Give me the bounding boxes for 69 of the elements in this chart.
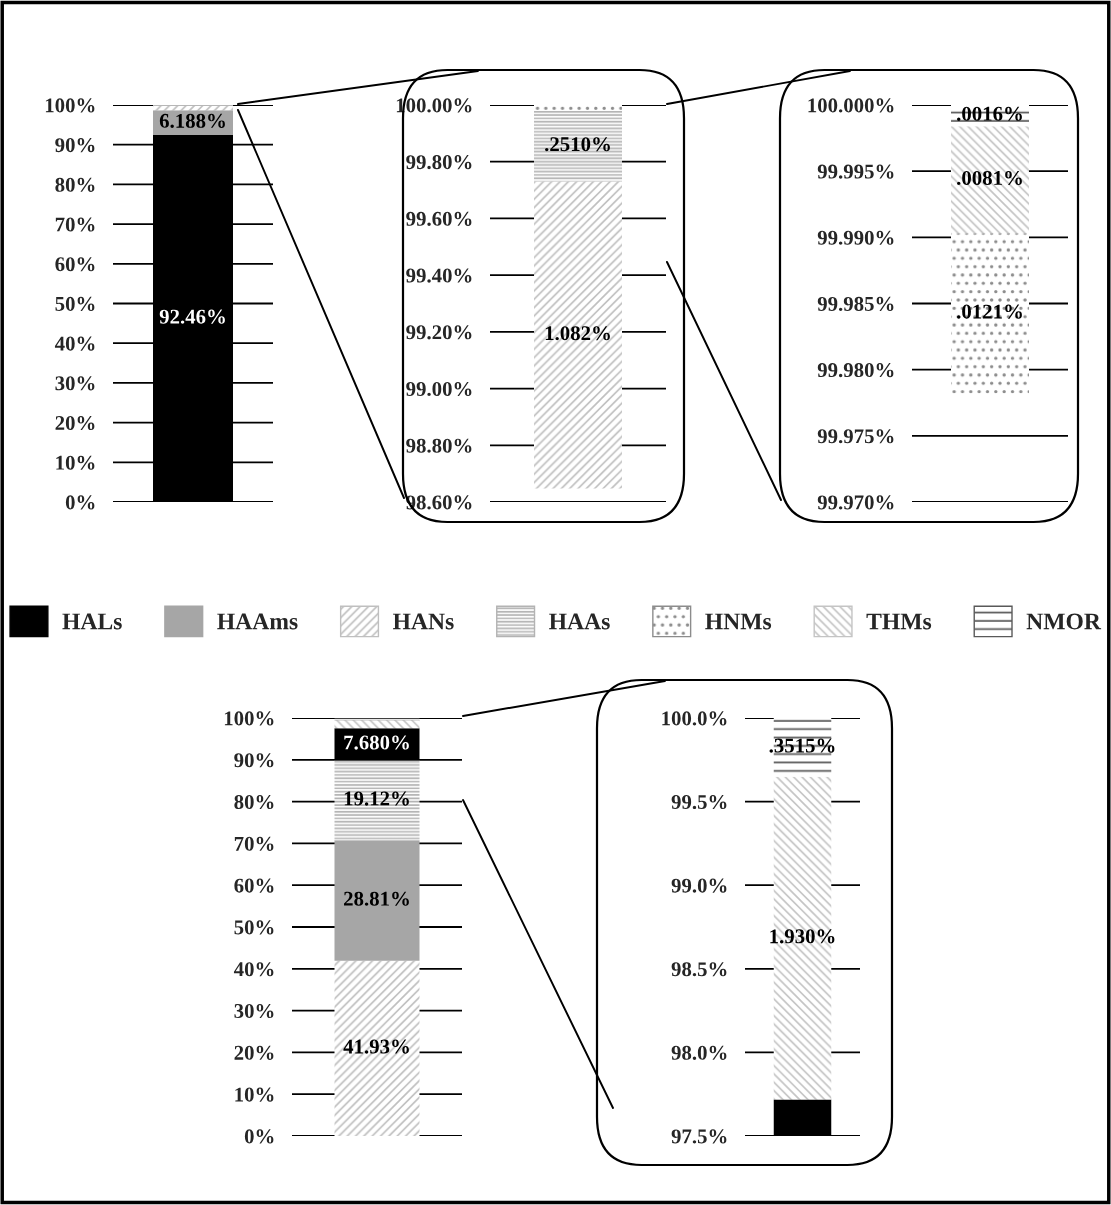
y-tick-label: 20%	[234, 1045, 274, 1060]
y-tick-label: 100%	[224, 711, 274, 726]
y-tick-label: 99.995%	[817, 164, 894, 179]
y-tick-label: 99.970%	[817, 495, 894, 510]
y-tick-label: 100.0%	[662, 711, 727, 726]
y-tick-label: 98.80%	[406, 438, 472, 453]
legend-label: THMs	[866, 613, 932, 630]
y-tick-label: 0%	[65, 495, 95, 510]
data-label: .2510%	[545, 137, 610, 152]
y-tick-label: 30%	[234, 1003, 274, 1019]
data-label: .0121%	[957, 304, 1022, 319]
y-tick-label: 99.00%	[406, 381, 472, 397]
y-tick-label: 10%	[235, 1087, 274, 1102]
data-label: 7.680%	[344, 735, 409, 750]
y-tick-label: 10%	[56, 455, 95, 470]
data-label: 1.930%	[770, 929, 835, 944]
y-tick-label: 98.5%	[671, 962, 727, 977]
data-label: .0081%	[957, 170, 1022, 186]
y-tick-label: 90%	[55, 138, 95, 153]
y-tick-label: 100.000%	[808, 98, 894, 113]
bar	[334, 960, 420, 1136]
y-tick-label: 20%	[55, 415, 95, 431]
data-label: 6.188%	[159, 113, 225, 128]
y-tick-label: 99.0%	[671, 878, 727, 893]
bar	[534, 105, 622, 111]
bar	[334, 760, 420, 841]
y-tick-label: 40%	[54, 336, 95, 351]
y-tick-label: 98.0%	[671, 1045, 727, 1060]
y-tick-label: 50%	[234, 920, 274, 935]
y-tick-label: 99.40%	[406, 268, 472, 283]
legend-label: HAAms	[217, 613, 298, 630]
y-tick-label: 99.980%	[817, 363, 894, 378]
y-tick-label: 99.20%	[406, 325, 472, 340]
y-tick-label: 99.990%	[817, 230, 894, 245]
legend-label: HAAs	[549, 613, 610, 630]
y-tick-label: 60%	[234, 878, 274, 893]
bar	[534, 110, 622, 182]
y-tick-label: 80%	[234, 794, 274, 810]
y-tick-label: 50%	[55, 296, 95, 311]
y-tick-label: 99.60%	[406, 211, 472, 226]
y-tick-label: 90%	[234, 753, 274, 768]
data-label: .3515%	[769, 738, 835, 753]
y-tick-label: 99.975%	[817, 429, 894, 444]
y-tick-label: 100%	[45, 98, 95, 113]
y-tick-label: 97.5%	[671, 1129, 727, 1144]
data-label: 1.082%	[545, 326, 610, 341]
y-tick-label: 60%	[55, 257, 95, 272]
data-label: 19.12%	[344, 791, 409, 806]
bar	[951, 233, 1029, 394]
y-tick-label: 70%	[234, 836, 274, 851]
bar	[153, 106, 233, 111]
legend-label: HALs	[62, 613, 122, 630]
y-tick-label: 0%	[244, 1129, 274, 1144]
y-tick-label: 70%	[55, 217, 95, 232]
y-tick-label: 99.985%	[817, 296, 894, 312]
y-tick-label: 40%	[233, 962, 274, 977]
legend-label: HNMs	[705, 613, 772, 630]
y-tick-label: 99.5%	[671, 794, 727, 810]
y-tick-label: 99.80%	[406, 155, 472, 170]
bar	[334, 720, 420, 729]
legend-label: HANs	[392, 613, 454, 630]
y-tick-label: 30%	[55, 376, 95, 391]
data-label: 92.46%	[159, 309, 225, 324]
bar	[951, 126, 1029, 234]
legend-label: NMOR	[1026, 613, 1102, 630]
bar	[334, 840, 420, 961]
data-label: 41.93%	[343, 1039, 409, 1054]
y-tick-label: 80%	[55, 177, 95, 192]
data-label: 28.81%	[344, 891, 409, 906]
